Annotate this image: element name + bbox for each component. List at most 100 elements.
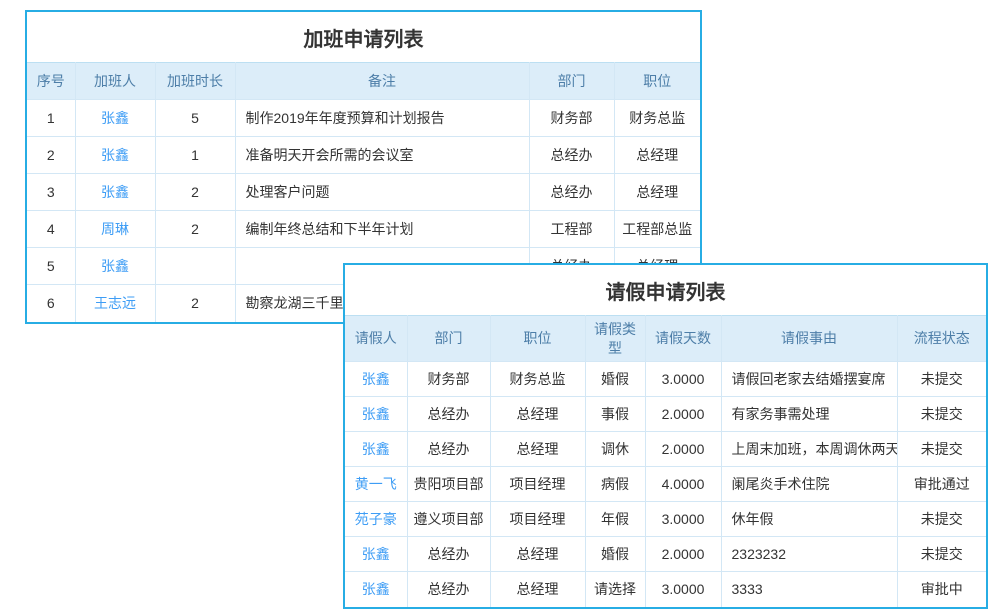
leave-col-status: 流程状态 bbox=[896, 315, 986, 362]
position-cell: 总经理 bbox=[489, 536, 586, 572]
type-cell: 请选择 bbox=[584, 571, 646, 607]
dept-cell: 财务部 bbox=[528, 99, 615, 137]
position-cell: 总经理 bbox=[613, 136, 700, 174]
type-cell: 年假 bbox=[584, 501, 646, 537]
overtime-col-seq: 序号 bbox=[27, 62, 76, 100]
remark-cell: 编制年终总结和下半年计划 bbox=[234, 210, 530, 248]
leave-col-dept: 部门 bbox=[406, 315, 491, 362]
type-cell: 事假 bbox=[584, 396, 646, 432]
applicant-link[interactable]: 王志远 bbox=[94, 295, 136, 312]
position-cell: 总经理 bbox=[489, 571, 586, 607]
hours-cell: 2 bbox=[154, 210, 236, 248]
overtime-header-row: 序号 加班人 加班时长 备注 部门 职位 bbox=[27, 62, 700, 100]
days-cell: 2.0000 bbox=[644, 431, 722, 467]
status-cell: 审批通过 bbox=[896, 466, 986, 502]
seq-cell: 2 bbox=[27, 136, 76, 174]
applicant-link[interactable]: 黄一飞 bbox=[354, 476, 397, 492]
applicant-link[interactable]: 周琳 bbox=[101, 221, 129, 237]
overtime-col-remark: 备注 bbox=[234, 62, 530, 100]
table-row: 3 张鑫 2 处理客户问题 总经办 总经理 bbox=[27, 173, 700, 211]
applicant-link[interactable]: 张鑫 bbox=[361, 371, 390, 387]
remark-cell: 准备明天开会所需的会议室 bbox=[234, 136, 530, 174]
dept-cell: 遵义项目部 bbox=[406, 501, 491, 537]
type-cell: 婚假 bbox=[584, 536, 646, 572]
applicant-link[interactable]: 张鑫 bbox=[361, 441, 390, 457]
days-cell: 2.0000 bbox=[644, 396, 722, 432]
name-cell: 张鑫 bbox=[345, 361, 408, 397]
applicant-link[interactable]: 苑子豪 bbox=[354, 511, 397, 527]
reason-cell: 阑尾炎手术住院 bbox=[720, 466, 898, 502]
table-row: 苑子豪 遵义项目部 项目经理 年假 3.0000 休年假 未提交 bbox=[345, 501, 986, 537]
table-row: 2 张鑫 1 准备明天开会所需的会议室 总经办 总经理 bbox=[27, 136, 700, 174]
leave-col-position: 职位 bbox=[489, 315, 586, 362]
seq-cell: 6 bbox=[27, 284, 76, 322]
status-cell: 未提交 bbox=[896, 536, 986, 572]
name-cell: 张鑫 bbox=[74, 173, 156, 211]
leave-table-card: 请假申请列表 请假人 部门 职位 请假类型 请假天数 请假事由 流程状态 张鑫 … bbox=[343, 263, 988, 609]
dept-cell: 总经办 bbox=[528, 136, 615, 174]
position-cell: 财务总监 bbox=[489, 361, 586, 397]
status-cell: 未提交 bbox=[896, 501, 986, 537]
days-cell: 3.0000 bbox=[644, 571, 722, 607]
table-row: 张鑫 总经办 总经理 婚假 2.0000 2323232 未提交 bbox=[345, 536, 986, 572]
table-row: 张鑫 总经办 总经理 调休 2.0000 上周末加班，本周调休两天 未提交 bbox=[345, 431, 986, 467]
reason-cell: 上周末加班，本周调休两天 bbox=[720, 431, 898, 467]
dept-cell: 贵阳项目部 bbox=[406, 466, 491, 502]
status-cell: 未提交 bbox=[896, 431, 986, 467]
applicant-link[interactable]: 张鑫 bbox=[361, 581, 390, 598]
hours-cell: 5 bbox=[154, 99, 236, 137]
overtime-table-title: 加班申请列表 bbox=[27, 12, 700, 62]
seq-cell: 1 bbox=[27, 99, 76, 137]
leave-col-reason: 请假事由 bbox=[720, 315, 898, 362]
name-cell: 张鑫 bbox=[345, 536, 408, 572]
status-cell: 审批中 bbox=[896, 571, 986, 607]
name-cell: 周琳 bbox=[74, 210, 156, 248]
days-cell: 3.0000 bbox=[644, 501, 722, 537]
seq-cell: 5 bbox=[27, 247, 76, 285]
name-cell: 王志远 bbox=[74, 284, 156, 322]
applicant-link[interactable]: 张鑫 bbox=[361, 546, 390, 562]
dept-cell: 总经办 bbox=[528, 173, 615, 211]
table-row: 张鑫 财务部 财务总监 婚假 3.0000 请假回老家去结婚摆宴席 未提交 bbox=[345, 361, 986, 397]
position-cell: 财务总监 bbox=[613, 99, 700, 137]
reason-cell: 请假回老家去结婚摆宴席 bbox=[720, 361, 898, 397]
leave-col-days: 请假天数 bbox=[644, 315, 722, 362]
name-cell: 黄一飞 bbox=[345, 466, 408, 502]
position-cell: 总经理 bbox=[489, 396, 586, 432]
type-cell: 病假 bbox=[584, 466, 646, 502]
reason-cell: 2323232 bbox=[720, 536, 898, 572]
leave-header-row: 请假人 部门 职位 请假类型 请假天数 请假事由 流程状态 bbox=[345, 315, 986, 362]
dept-cell: 总经办 bbox=[406, 571, 491, 607]
days-cell: 4.0000 bbox=[644, 466, 722, 502]
seq-cell: 3 bbox=[27, 173, 76, 211]
days-cell: 2.0000 bbox=[644, 536, 722, 572]
name-cell: 苑子豪 bbox=[345, 501, 408, 537]
applicant-link[interactable]: 张鑫 bbox=[101, 258, 129, 274]
days-cell: 3.0000 bbox=[644, 361, 722, 397]
hours-cell: 1 bbox=[154, 136, 236, 174]
remark-cell: 处理客户问题 bbox=[234, 173, 530, 211]
table-row: 张鑫 总经办 总经理 请选择 3.0000 3333 审批中 bbox=[345, 571, 986, 607]
leave-col-type: 请假类型 bbox=[584, 315, 646, 362]
status-cell: 未提交 bbox=[896, 396, 986, 432]
table-row: 张鑫 总经办 总经理 事假 2.0000 有家务事需处理 未提交 bbox=[345, 396, 986, 432]
dept-cell: 总经办 bbox=[406, 396, 491, 432]
dept-cell: 总经办 bbox=[406, 431, 491, 467]
position-cell: 总经理 bbox=[489, 431, 586, 467]
overtime-col-dept: 部门 bbox=[528, 62, 615, 100]
hours-cell: 2 bbox=[154, 284, 236, 322]
overtime-col-hours: 加班时长 bbox=[154, 62, 236, 100]
reason-cell: 休年假 bbox=[720, 501, 898, 537]
applicant-link[interactable]: 张鑫 bbox=[101, 184, 129, 200]
name-cell: 张鑫 bbox=[74, 247, 156, 285]
name-cell: 张鑫 bbox=[345, 396, 408, 432]
name-cell: 张鑫 bbox=[345, 571, 408, 607]
table-row: 黄一飞 贵阳项目部 项目经理 病假 4.0000 阑尾炎手术住院 审批通过 bbox=[345, 466, 986, 502]
hours-cell: 2 bbox=[154, 173, 236, 211]
status-cell: 未提交 bbox=[896, 361, 986, 397]
applicant-link[interactable]: 张鑫 bbox=[361, 406, 390, 422]
applicant-link[interactable]: 张鑫 bbox=[101, 110, 129, 126]
applicant-link[interactable]: 张鑫 bbox=[101, 147, 129, 163]
leave-table-title: 请假申请列表 bbox=[345, 265, 986, 315]
type-cell: 调休 bbox=[584, 431, 646, 467]
